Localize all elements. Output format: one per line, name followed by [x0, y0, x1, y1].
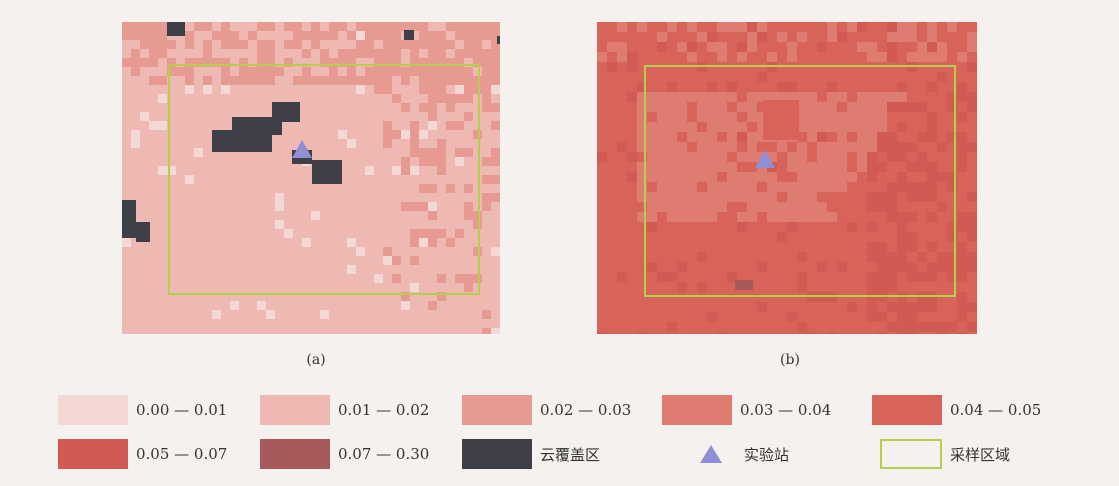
caption-b: (b): [780, 352, 800, 368]
legend-item-9: 采样区域: [880, 437, 1010, 471]
station-marker-b: [755, 150, 775, 168]
patch-b-high: [735, 280, 753, 290]
legend-swatch-5: [58, 439, 128, 469]
cloud-cell: [272, 102, 300, 122]
legend-item-4: 0.04 — 0.05: [872, 393, 1041, 427]
caption-a: (a): [306, 352, 326, 368]
legend-swatch-4: [872, 395, 942, 425]
cloud-cell: [167, 22, 185, 36]
sampling-area-a: [168, 64, 480, 295]
legend-label-6: 0.07 — 0.30: [338, 445, 430, 463]
cloud-cell: [497, 36, 500, 44]
legend-label-2: 0.02 — 0.03: [540, 401, 632, 419]
legend-label-0: 0.00 — 0.01: [136, 401, 228, 419]
legend-swatch-0: [58, 395, 128, 425]
patch-b-dark: [763, 100, 799, 140]
legend-label-1: 0.01 — 0.02: [338, 401, 430, 419]
cloud-cell: [122, 200, 136, 238]
legend-label-4: 0.04 — 0.05: [950, 401, 1042, 419]
legend-item-8: 实验站: [670, 437, 789, 471]
map-b-raster: [597, 22, 977, 334]
sampling-area-box-icon: [880, 439, 942, 469]
legend-item-6: 0.07 — 0.30: [260, 437, 429, 471]
cloud-cell: [232, 117, 282, 135]
legend-swatch-1: [260, 395, 330, 425]
station-triangle-icon: [700, 445, 722, 463]
legend-label-8: 实验站: [744, 445, 790, 464]
cloud-cell: [136, 222, 150, 242]
station-marker-a: [292, 140, 312, 158]
map-panel-a: [122, 22, 500, 334]
sampling-area-b: [644, 65, 956, 297]
cloud-cell: [312, 160, 342, 184]
cloud-cell: [404, 30, 414, 40]
legend-item-5: 0.05 — 0.07: [58, 437, 227, 471]
legend-swatch-7: [462, 439, 532, 469]
map-a-raster: [122, 22, 500, 334]
legend-item-1: 0.01 — 0.02: [260, 393, 429, 427]
legend-item-2: 0.02 — 0.03: [462, 393, 631, 427]
legend-swatch-6: [260, 439, 330, 469]
legend-swatch-3: [662, 395, 732, 425]
legend-label-9: 采样区域: [950, 445, 1011, 464]
map-panel-b: [597, 22, 977, 334]
legend-item-0: 0.00 — 0.01: [58, 393, 227, 427]
legend-label-3: 0.03 — 0.04: [740, 401, 832, 419]
legend-swatch-2: [462, 395, 532, 425]
legend-label-5: 0.05 — 0.07: [136, 445, 228, 463]
cloud-cell: [212, 130, 272, 152]
legend-item-3: 0.03 — 0.04: [662, 393, 831, 427]
legend-label-7: 云覆盖区: [540, 445, 601, 464]
legend-item-7: 云覆盖区: [462, 437, 600, 471]
